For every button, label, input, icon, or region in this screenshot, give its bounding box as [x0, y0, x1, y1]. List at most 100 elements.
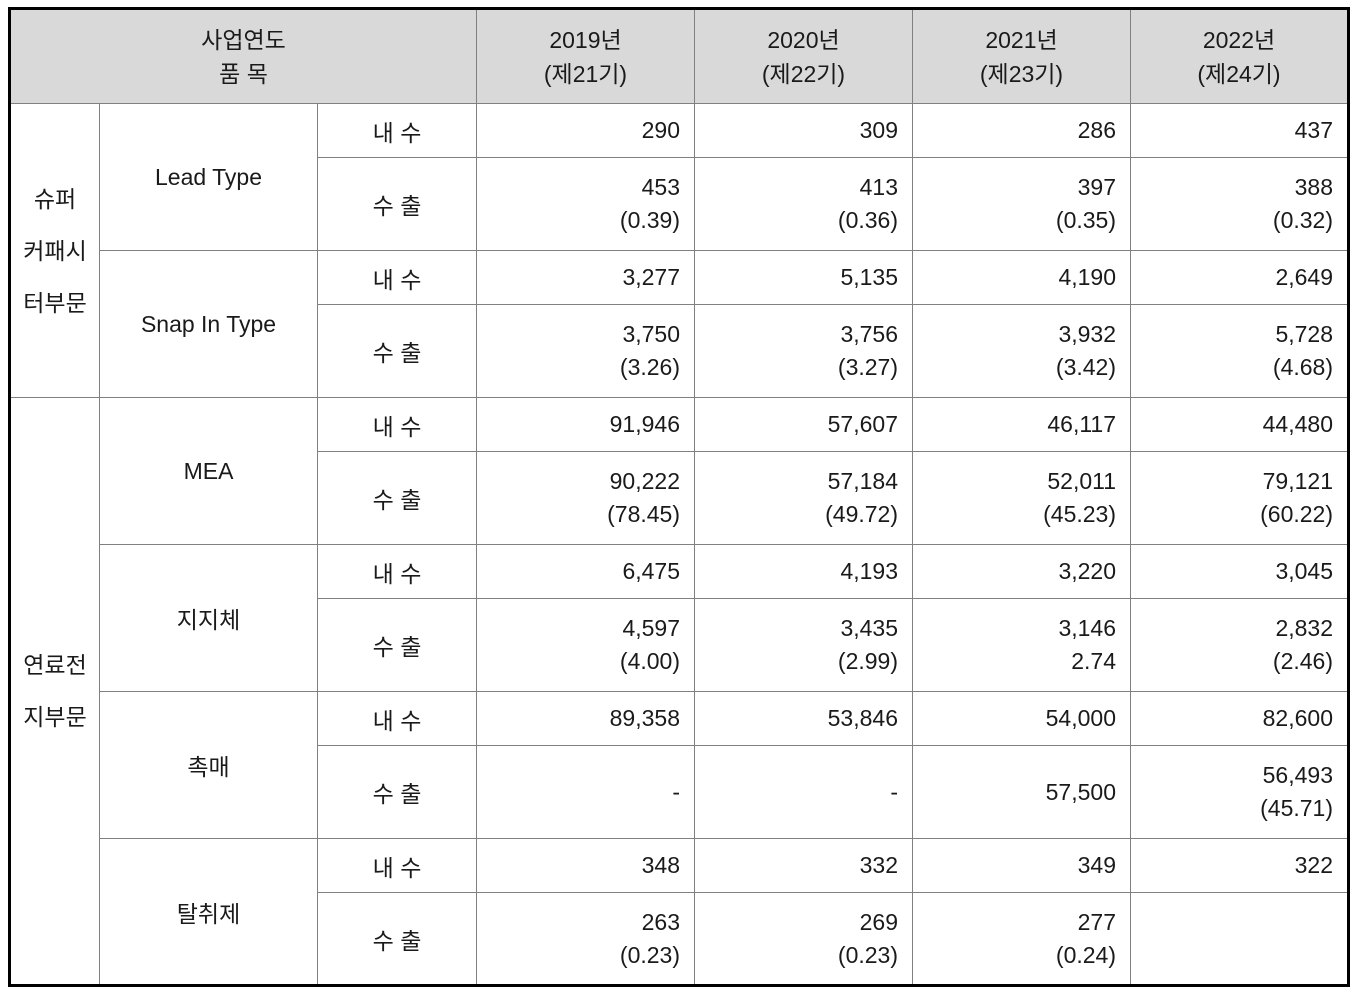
term-label: (제21기) — [543, 60, 628, 87]
value-line: 56,493 — [1262, 762, 1333, 788]
value-line: 277 — [1077, 908, 1116, 935]
value-cell: 3,750 (3.26) — [476, 304, 695, 398]
value-cell: 52,011 (45.23) — [912, 451, 1131, 545]
table-row: 연료전 지부문 MEA 내 수 91,946 57,607 46,117 44,… — [9, 397, 1349, 986]
value-cell: 453 (0.39) — [476, 157, 695, 251]
table-row: 수 출 263 (0.23) 269 (0.23) 277 (0.24) — [10, 892, 1349, 986]
trade-type-cell-domestic: 내 수 — [317, 544, 477, 599]
product-cell-deodorant: 탈취제 — [99, 838, 318, 986]
value-line: 3,756 — [840, 321, 898, 347]
value-cell: 3,277 — [476, 250, 695, 305]
corner-header-line1: 사업연도 — [201, 26, 286, 53]
table-row: 지지체 내 수 6,475 4,193 3,220 3,045 — [10, 544, 1349, 692]
table-row: 수 출 4,597 (4.00) 3,435 (2.99) 3,146 2.74… — [10, 598, 1349, 692]
value-cell: - — [476, 745, 695, 839]
value-cell: 413 (0.36) — [694, 157, 913, 251]
value-line: - — [890, 778, 898, 805]
product-cell-catalyst: 촉매 — [99, 691, 318, 839]
value-cell: 4,190 — [912, 250, 1131, 305]
ratio-line: (4.68) — [1272, 354, 1333, 380]
trade-type-cell-export: 수 출 — [317, 157, 477, 251]
value-cell: 3,146 2.74 — [912, 598, 1131, 692]
trade-type-cell-domestic: 내 수 — [317, 838, 477, 893]
value-line: 413 — [859, 174, 898, 200]
value-cell: 6,475 — [476, 544, 695, 599]
ratio-line: (2.46) — [1272, 648, 1333, 674]
value-cell: 79,121 (60.22) — [1130, 451, 1349, 545]
value-line: 397 — [1077, 174, 1116, 200]
product-cell-lead-type: Lead Type — [99, 103, 318, 251]
table-row: 수 출 453 (0.39) 413 (0.36) 397 (0.35) 388… — [10, 157, 1349, 251]
value-line: 453 — [641, 174, 680, 200]
group-name-line: 슈퍼 — [33, 185, 77, 212]
group-name-line: 지부문 — [23, 704, 87, 730]
ratio-line: (0.23) — [837, 941, 898, 968]
trade-type-cell-domestic: 내 수 — [317, 250, 477, 305]
value-cell: 82,600 — [1130, 691, 1349, 746]
year-header-2020: 2020년 (제22기) — [694, 8, 913, 104]
year-label: 2019년 — [549, 26, 622, 53]
ratio-line: (78.45) — [607, 501, 680, 527]
value-cell: 56,493 (45.71) — [1130, 745, 1349, 839]
value-line: 3,932 — [1058, 321, 1116, 347]
value-cell: 4,193 — [694, 544, 913, 599]
corner-header-cell: 사업연도 품 목 — [9, 8, 477, 104]
product-cell-support: 지지체 — [99, 544, 318, 692]
product-cell-mea: MEA — [99, 397, 318, 545]
value-cell: 5,728 (4.68) — [1130, 304, 1349, 398]
table-row: 수 출 3,750 (3.26) 3,756 (3.27) 3,932 (3.4… — [10, 304, 1349, 398]
ratio-line: 2.74 — [1071, 648, 1116, 674]
term-label: (제22기) — [761, 60, 846, 87]
value-cell: 290 — [476, 103, 695, 158]
year-header-2021: 2021년 (제23기) — [912, 8, 1131, 104]
table-row: Snap In Type 내 수 3,277 5,135 4,190 2,649 — [10, 250, 1349, 398]
value-cell: 3,932 (3.42) — [912, 304, 1131, 398]
value-line: 52,011 — [1047, 468, 1116, 494]
value-cell: 57,607 — [694, 397, 913, 452]
ratio-line: (3.42) — [1055, 354, 1116, 380]
group-cell-supercapacitor: 슈퍼 커패시 터부문 — [9, 103, 100, 398]
product-cell-snap-in-type: Snap In Type — [99, 250, 318, 398]
value-cell: 57,500 — [912, 745, 1131, 839]
group-name-line: 터부문 — [23, 289, 87, 316]
ratio-line: (0.32) — [1272, 207, 1333, 233]
value-line: 3,146 — [1058, 615, 1116, 641]
ratio-line: (60.22) — [1260, 501, 1333, 527]
value-cell: 3,045 — [1130, 544, 1349, 599]
value-cell: 332 — [694, 838, 913, 893]
year-header-2022: 2022년 (제24기) — [1130, 8, 1349, 104]
value-cell: 46,117 — [912, 397, 1131, 452]
value-cell: 4,597 (4.00) — [476, 598, 695, 692]
ratio-line: (0.35) — [1055, 207, 1116, 233]
term-label: (제23기) — [979, 60, 1064, 87]
table-row: 수 출 - - 57,500 56,493 (45.71) — [10, 745, 1349, 839]
value-cell: 269 (0.23) — [694, 892, 913, 986]
value-line: 2,832 — [1275, 615, 1333, 641]
trade-type-cell-domestic: 내 수 — [317, 397, 477, 452]
ratio-line: (49.72) — [825, 501, 898, 527]
value-cell: 91,946 — [476, 397, 695, 452]
value-cell: 2,649 — [1130, 250, 1349, 305]
value-line: 57,184 — [827, 468, 898, 494]
value-cell: 90,222 (78.45) — [476, 451, 695, 545]
ratio-line: (0.23) — [619, 941, 680, 968]
ratio-line: (4.00) — [619, 648, 680, 674]
ratio-line: (0.24) — [1055, 941, 1116, 968]
value-cell: 89,358 — [476, 691, 695, 746]
trade-type-cell-export: 수 출 — [317, 892, 477, 986]
value-cell: 388 (0.32) — [1130, 157, 1349, 251]
value-line: 263 — [641, 908, 680, 935]
value-cell — [1130, 892, 1349, 986]
ratio-line: (3.26) — [619, 354, 680, 380]
trade-type-cell-export: 수 출 — [317, 598, 477, 692]
value-cell: 437 — [1130, 103, 1349, 158]
ratio-line: (3.27) — [837, 354, 898, 380]
value-cell: 309 — [694, 103, 913, 158]
value-line: - — [672, 778, 680, 805]
group-name-line: 연료전 — [23, 652, 87, 678]
ratio-line: (45.23) — [1043, 501, 1116, 527]
year-label: 2022년 — [1202, 26, 1276, 53]
value-cell: 2,832 (2.46) — [1130, 598, 1349, 692]
value-cell: 3,220 — [912, 544, 1131, 599]
value-line: 57,500 — [1045, 778, 1116, 805]
